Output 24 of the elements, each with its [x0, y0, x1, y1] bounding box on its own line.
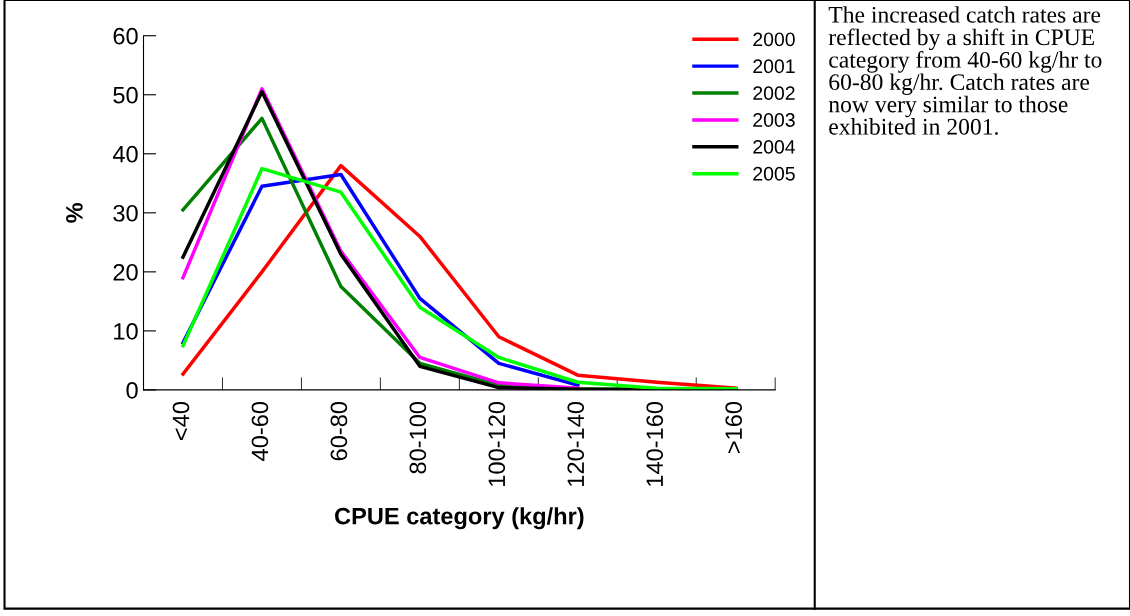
y-tick-label: 30: [113, 204, 138, 222]
legend-label: 2001: [753, 59, 795, 74]
x-tick-label: 120-140: [567, 401, 585, 486]
x-tick-label: 140-160: [646, 401, 664, 486]
x-tick-label: 80-100: [409, 401, 427, 474]
y-tick-label: 20: [113, 263, 138, 281]
legend-label: 2003: [753, 113, 795, 127]
text: The increased catch rates are reflected by a shift in CPUE category from 40-60 kg/hr to 60-80 kg/hr. Catch rates are now very similar to those exhibited in 2001.: [828, 6, 1102, 135]
legend-label: 2004: [753, 139, 796, 154]
x-tick-label: <40: [172, 401, 190, 440]
legend-label: 2005: [753, 166, 795, 181]
y-tick-label: 50: [113, 86, 138, 104]
legend-label: 2000: [753, 32, 795, 47]
y-tick-label: 0: [126, 382, 138, 399]
legend-label: 2002: [753, 86, 795, 101]
x-tick-label: 100-120: [488, 401, 506, 486]
y-tick-label: 60: [113, 27, 138, 45]
y-tick-label: 40: [112, 145, 138, 163]
x-tick-label: 60-80: [330, 401, 348, 461]
x-axis-title: CPUE category (kg/hr): [335, 507, 584, 530]
y-tick-label: 10: [114, 322, 138, 340]
x-tick-label: >160: [725, 401, 743, 454]
y-axis-title: %: [66, 202, 83, 223]
x-tick-label: 40-60: [251, 401, 269, 461]
